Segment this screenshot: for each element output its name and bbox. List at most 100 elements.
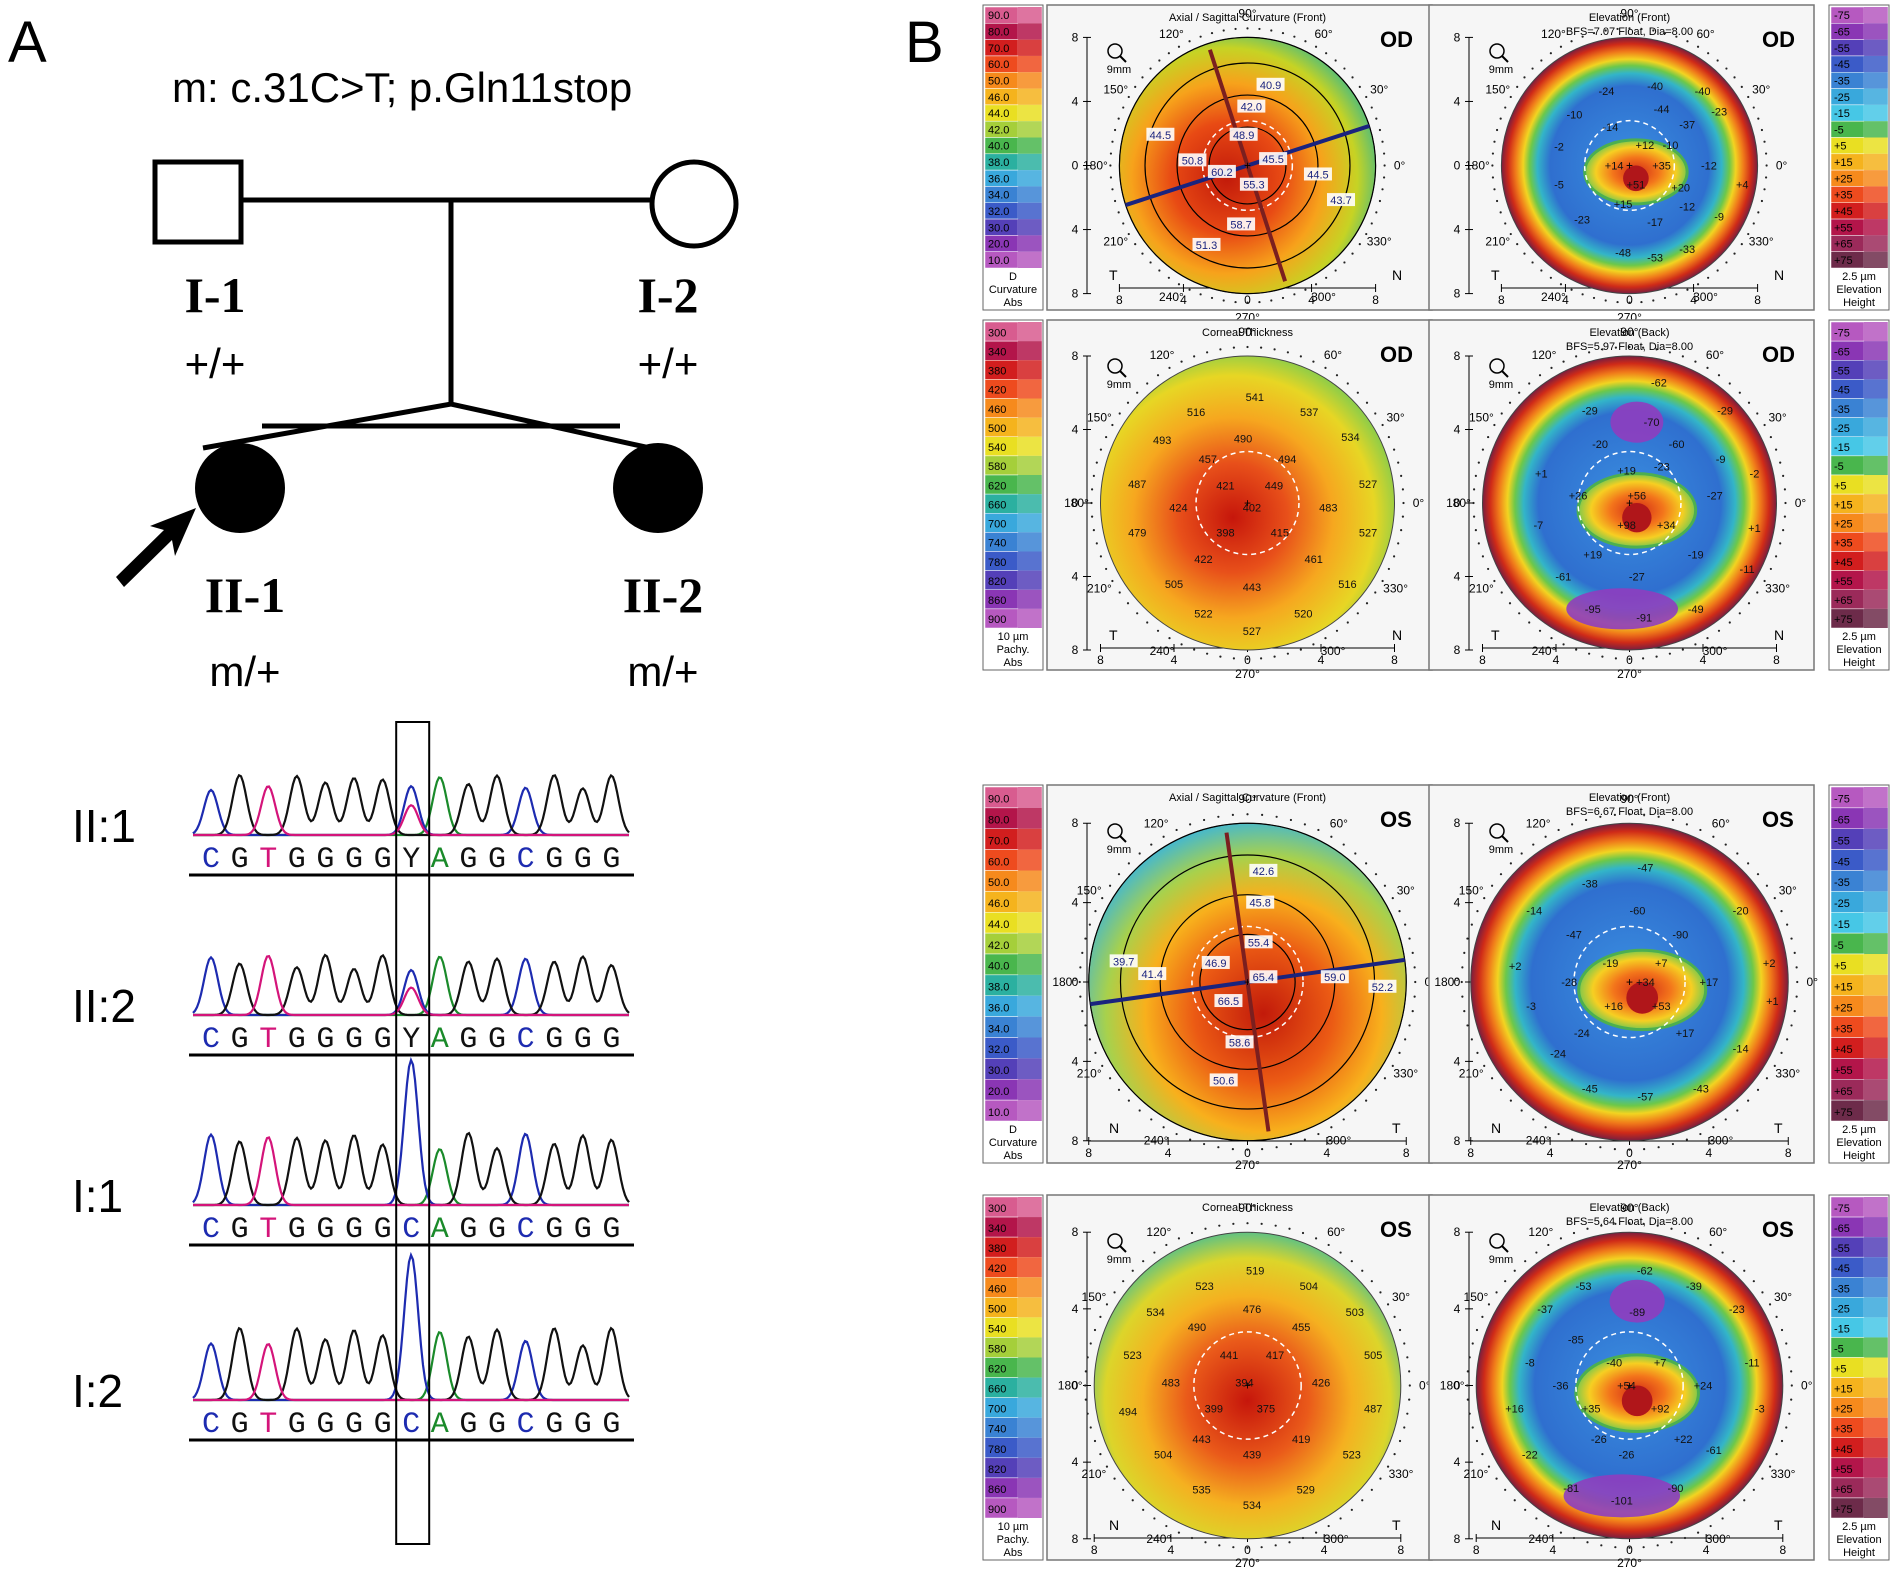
map-value: +34 [1636,977,1655,989]
orientation-right: T [1774,1517,1783,1533]
map-value: -14 [1602,122,1618,134]
y-tick: 4 [1072,423,1079,437]
orientation-left: T [1109,627,1118,643]
rim-dot [1463,1010,1466,1013]
rim-dot [1397,461,1400,464]
rim-dot [1180,360,1183,363]
rim-dot [1204,1227,1207,1230]
rim-dot [1206,351,1209,354]
scale-value: 380 [988,1243,1006,1255]
scale-bar [1017,870,1042,892]
rim-dot [1481,555,1485,558]
zoom-icon-handle [1119,835,1127,843]
value-box [1256,77,1285,91]
scale-value: 700 [988,519,1006,531]
rim-dot [1325,276,1328,279]
scale-bar [1017,1197,1042,1218]
scale-bar [1017,88,1042,105]
map-value: -20 [1592,439,1608,451]
scale-footer: 2.5 µm [1842,631,1876,643]
scale-value: 900 [988,1504,1006,1516]
ring [1176,94,1319,237]
scale-bar [1017,1337,1042,1358]
rim-dot [1509,1099,1512,1102]
rim-dot [1111,579,1114,583]
rim-dot [1769,567,1772,571]
rim-dot [1232,657,1236,660]
y-tick: 4 [1454,423,1461,437]
scale-value: 30.0 [988,222,1009,234]
rim-dot [1641,346,1645,349]
zoom-icon-handle [1501,55,1509,63]
degree-label: 30° [1370,82,1388,96]
degree-label: 210° [1464,1467,1489,1481]
rim-dot [1365,95,1368,99]
scale-bar [1863,121,1888,138]
rim-dot [1531,261,1534,264]
rim-dot [1795,966,1798,969]
scale-bar [1017,1317,1042,1338]
trace-T-signal [193,1136,629,1207]
orientation-left: N [1491,1517,1501,1533]
map-value: -2 [1554,141,1564,153]
scale-value: 70.0 [988,835,1009,847]
rim-dot [1475,1328,1479,1332]
rim-dot [1146,382,1149,385]
scale-value: -35 [1834,75,1850,87]
scale-value: -55 [1834,43,1850,55]
scale-bar [1863,417,1888,437]
elevation-apex [1621,1385,1653,1417]
scale-bar [1017,849,1042,871]
base-call: T [259,1023,277,1057]
rim-dot [1314,1531,1318,1534]
panel-a: Am: c.31C>T; p.Gln11stop I-1 +/+ I-2 +/+ II-1… [8,10,739,1545]
orientation-right: T [1392,1120,1401,1136]
scale-bar [1017,170,1042,187]
rim-dot [1090,515,1094,518]
map-value: 46.9 [1205,958,1226,970]
rim-dot [1105,567,1108,571]
scale-bar [1863,1237,1888,1258]
rim-dot [1575,355,1578,358]
y-tick: 8 [1454,287,1461,301]
map-value: +1 [1535,469,1548,481]
rim-dot [1289,818,1293,822]
base-call: G [231,1408,249,1442]
rim-dot [1495,1291,1498,1294]
scale-value: -75 [1834,327,1850,339]
map-value: -70 [1644,417,1660,429]
map-value: +92 [1651,1403,1670,1415]
map-value: -95 [1585,604,1601,616]
rim-dot [1707,52,1710,55]
rim-dot [1743,1499,1746,1502]
rim-dot [1761,1477,1764,1480]
base-call: G [488,1408,506,1442]
base-call: G [374,1408,392,1442]
rim-dot [1490,884,1494,887]
map-value: -33 [1679,244,1695,256]
scale-bar [1863,608,1888,628]
rim-dot [1281,31,1285,35]
map-subtitle: BFS=5.64 Float, Dia=8.00 [1566,1216,1693,1228]
rim-dot [1773,897,1776,900]
map-value: 490 [1234,433,1252,445]
scale-value: 620 [988,480,1006,492]
map-value: 487 [1128,479,1146,491]
scale-value: -25 [1834,423,1850,435]
rim-dot [1222,299,1225,302]
rim-dot [1670,1227,1673,1230]
panel-a-label: A [8,10,47,75]
rim-dot [1747,232,1750,236]
rim-dot [1189,1138,1192,1141]
rim-dot [1790,937,1793,940]
x-tick: 0 [1626,1146,1633,1160]
zoom-label: 9mm [1107,844,1131,856]
x-tick: 4 [1165,1146,1172,1160]
y-tick: 4 [1454,223,1461,237]
scale-bar [1017,104,1042,122]
rim-dot [1273,655,1276,658]
rim-dot [1788,1412,1791,1415]
x-tick: 8 [1097,653,1104,667]
rim-dot [1788,1356,1791,1359]
base-call: G [602,1213,620,1247]
